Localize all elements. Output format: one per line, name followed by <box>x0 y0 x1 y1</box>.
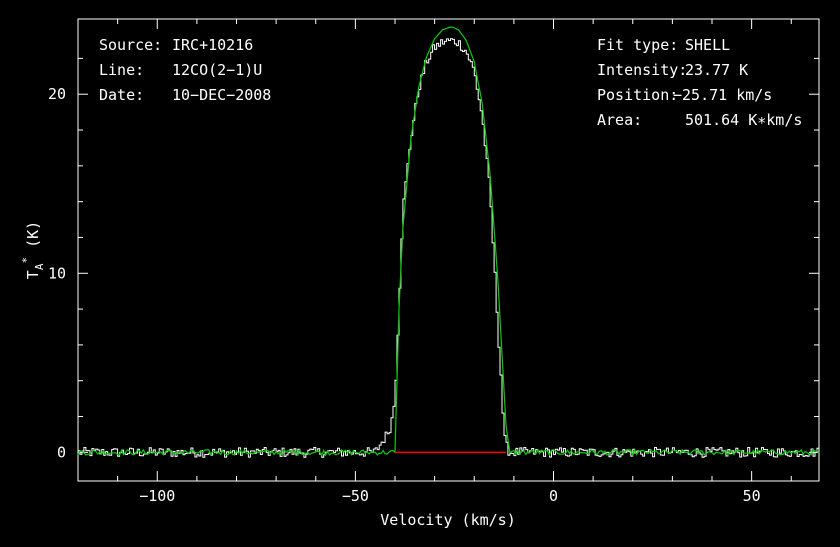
source-value: IRC+10216 <box>172 36 254 54</box>
x-tick-label: 0 <box>549 487 558 505</box>
date-value: 10−DEC−2008 <box>172 86 272 104</box>
line-label: Line: <box>99 61 145 79</box>
shell-fit-line <box>77 26 820 457</box>
intensity-value: 23.77 K <box>685 61 749 79</box>
intensity-label: Intensity: <box>597 61 688 79</box>
fit-type-label: Fit type: <box>597 36 679 54</box>
observed-spectrum-line <box>78 38 819 458</box>
fit-type-value: SHELL <box>685 36 731 54</box>
date-label: Date: <box>99 86 145 104</box>
svg-text:TA* (K): TA* (K) <box>20 221 46 279</box>
position-label: Position: <box>597 86 679 104</box>
line-value: 12CO(2−1)U <box>172 61 263 79</box>
plot-frame <box>77 18 820 482</box>
y-axis-label: TA* (K) <box>20 221 46 279</box>
x-tick-label: −100 <box>139 487 175 505</box>
source-label: Source: <box>99 36 163 54</box>
area-label: Area: <box>597 111 643 129</box>
x-axis-label: Velocity (km/s) <box>380 511 515 529</box>
y-tick-label: 20 <box>48 85 66 103</box>
position-value: −25.71 km/s <box>673 86 773 104</box>
y-tick-label: 0 <box>57 443 66 461</box>
x-tick-label: 50 <box>743 487 761 505</box>
x-tick-label: −50 <box>342 487 369 505</box>
y-tick-label: 10 <box>48 264 66 282</box>
area-value: 501.64 K∗km/s <box>685 111 803 129</box>
